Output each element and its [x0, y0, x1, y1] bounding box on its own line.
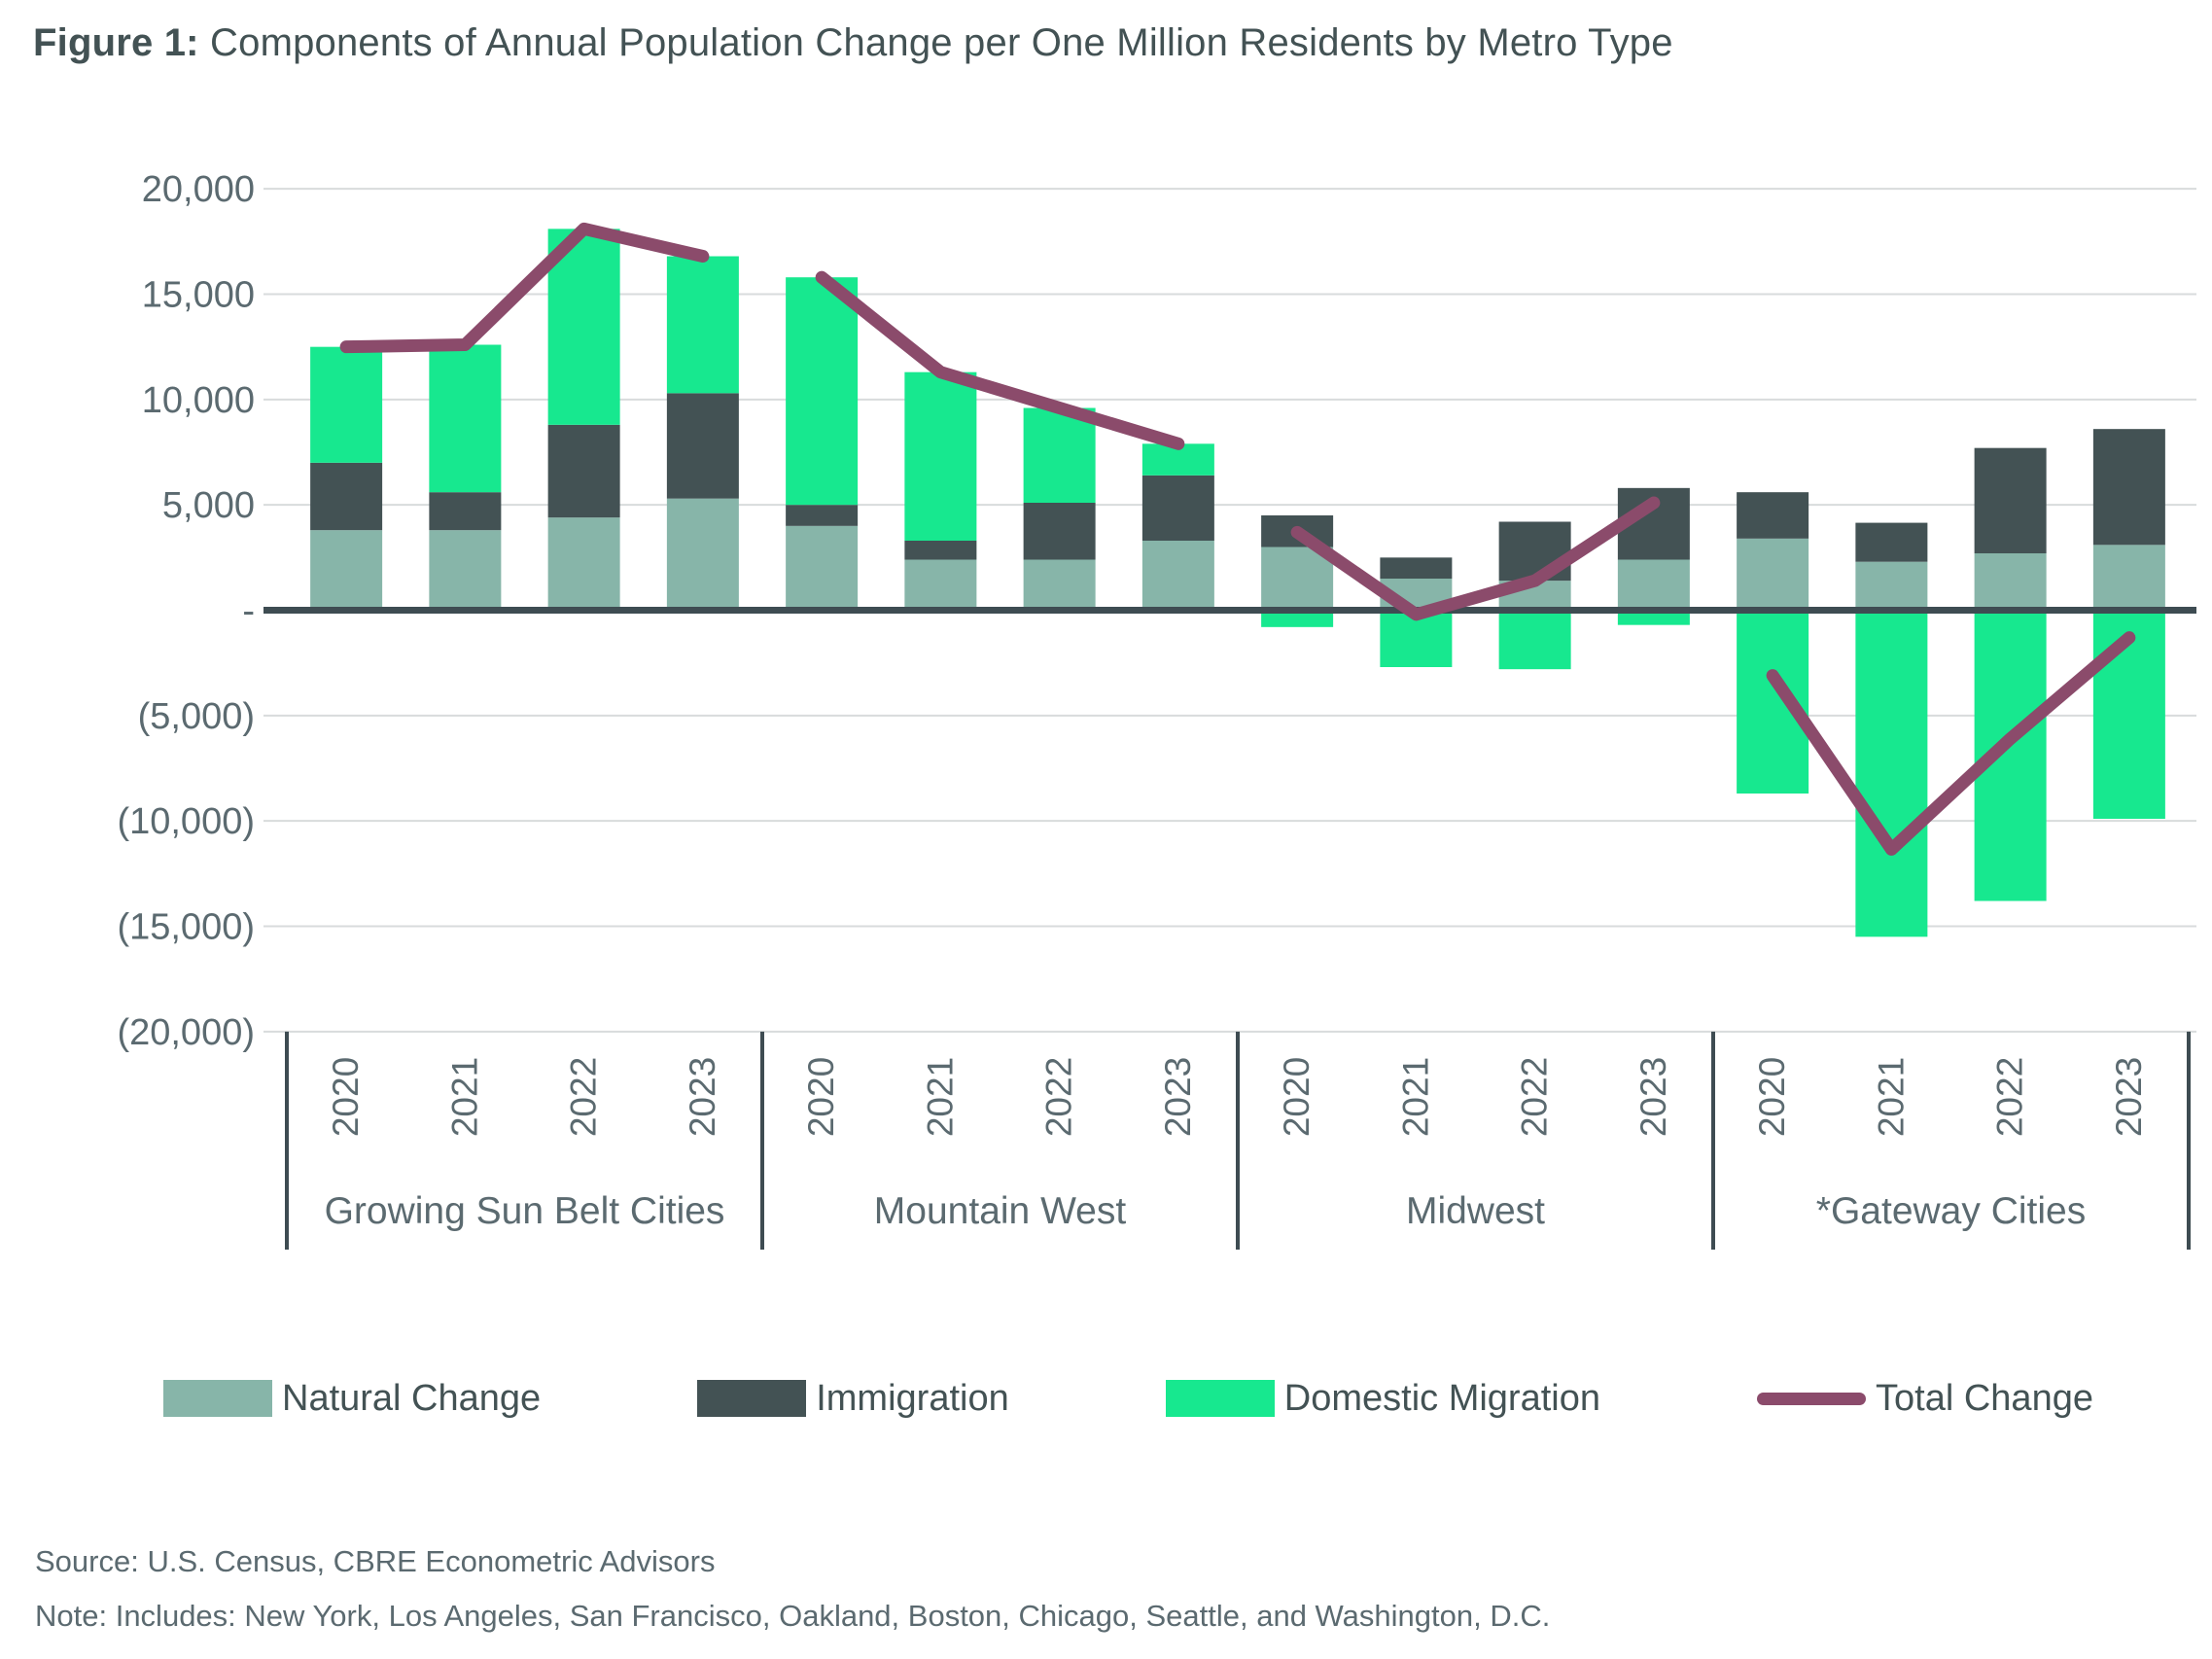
bar-segment-immigration [786, 505, 859, 526]
bar-segment-domestic-migration [1261, 610, 1334, 627]
bar-segment-domestic-migration [666, 256, 739, 394]
year-label: 2021 [444, 1057, 484, 1137]
chart-canvas: 20,000 15,000 10,000 5,000 - (5,000) (10,000) (… [117, 169, 2196, 1250]
legend-item-natural-change: Natural Change [163, 1378, 541, 1420]
y-tick-label: (10,000) [117, 801, 255, 842]
year-label: 2021 [1871, 1057, 1911, 1137]
bar-segment-immigration [547, 424, 620, 518]
bar-segment-natural-change [904, 559, 977, 611]
bar-segment-natural-change [1023, 559, 1096, 611]
bar-segment-natural-change [2092, 545, 2165, 611]
bar-segment-natural-change [429, 530, 502, 611]
year-label: 2020 [801, 1057, 841, 1137]
footer-notes: Source: U.S. Census, CBRE Econometric Ad… [35, 1535, 1550, 1644]
figure-title: Figure 1: Components of Annual Populatio… [33, 21, 1673, 65]
bar-segment-immigration [1380, 557, 1453, 580]
y-tick-label: (15,000) [117, 906, 255, 947]
domestic-migration-swatch-icon [1165, 1380, 1275, 1417]
year-label: 2023 [683, 1057, 722, 1137]
bar-segment-domestic-migration [429, 344, 502, 493]
bar-segment-natural-change [786, 525, 859, 611]
figure-number: Figure 1: [33, 21, 199, 64]
legend-label: Immigration [816, 1377, 1009, 1419]
group-label: *Gateway Cities [1816, 1190, 2086, 1232]
year-label: 2022 [1039, 1057, 1079, 1137]
year-label: 2022 [1990, 1057, 2030, 1137]
bar-segment-domestic-migration [1617, 610, 1690, 625]
bar-segment-domestic-migration [547, 229, 620, 425]
bar-segment-immigration [1737, 492, 1809, 539]
bar-segment-natural-change [547, 517, 620, 611]
year-label: 2023 [2109, 1057, 2149, 1137]
legend-label: Total Change [1876, 1377, 2093, 1419]
bar-segment-immigration [666, 393, 739, 499]
bar-segment-immigration [2092, 429, 2165, 546]
bar-segment-natural-change [1141, 541, 1214, 611]
bar-segment-domestic-migration [786, 277, 859, 506]
bar-segment-immigration [1141, 475, 1214, 542]
bar-segment-immigration [1855, 522, 1928, 562]
total-change-line-swatch-icon [1757, 1392, 1867, 1405]
year-label: 2021 [920, 1057, 960, 1137]
y-tick-label: 5,000 [162, 485, 255, 526]
bar-segment-immigration [904, 541, 977, 560]
y-tick-label: - [242, 591, 255, 632]
bar-segment-natural-change [666, 498, 739, 611]
natural-change-swatch-icon [163, 1380, 272, 1417]
y-tick-label: (5,000) [138, 696, 255, 737]
total-change-line [339, 222, 710, 354]
bar-segment-natural-change [1855, 561, 1928, 611]
year-label: 2022 [1515, 1057, 1555, 1137]
bar-segment-immigration [1023, 503, 1096, 560]
group-label: Midwest [1406, 1190, 1545, 1232]
bar-segment-immigration [429, 492, 502, 531]
legend-item-total-change: Total Change [1757, 1378, 2093, 1420]
total-change-line [815, 270, 1185, 450]
bar-segment-natural-change [310, 530, 383, 611]
bar-segment-immigration [1974, 447, 2047, 554]
bar-segment-natural-change [1974, 553, 2047, 611]
year-label: 2020 [1277, 1057, 1317, 1137]
legend-label: Natural Change [282, 1377, 542, 1419]
group-label: Growing Sun Belt Cities [325, 1190, 725, 1232]
bar-segment-domestic-migration [310, 346, 383, 463]
bar-segment-domestic-migration [1855, 610, 1928, 937]
bar-segment-natural-change [1617, 559, 1690, 611]
year-label: 2023 [1633, 1057, 1673, 1137]
year-label: 2021 [1395, 1057, 1435, 1137]
total-change-line [1290, 496, 1661, 621]
bar-segment-immigration [1498, 521, 1571, 582]
legend-item-immigration: Immigration [697, 1378, 1009, 1420]
y-tick-label: (20,000) [117, 1012, 255, 1053]
population-change-chart: 20,000 15,000 10,000 5,000 - (5,000) (10,000) (… [0, 78, 2212, 1371]
group-label: Mountain West [874, 1190, 1127, 1232]
bar-segment-immigration [310, 462, 383, 531]
year-label: 2020 [1752, 1057, 1792, 1137]
y-tick-label: 15,000 [142, 275, 255, 316]
total-change-line [1766, 631, 2136, 856]
year-label: 2020 [326, 1057, 366, 1137]
y-tick-label: 10,000 [142, 380, 255, 421]
immigration-swatch-icon [697, 1380, 807, 1417]
legend-item-domestic-migration: Domestic Migration [1165, 1377, 1600, 1420]
bar-segment-natural-change [1261, 547, 1334, 611]
year-label: 2023 [1158, 1057, 1198, 1137]
bar-segment-natural-change [1737, 538, 1809, 611]
y-tick-label: 20,000 [142, 169, 255, 210]
legend-label: Domestic Migration [1283, 1377, 1600, 1419]
year-label: 2022 [564, 1057, 604, 1137]
legend: Natural Change Immigration Domestic Migr… [163, 1369, 2093, 1428]
bar-segment-domestic-migration [1498, 610, 1571, 670]
source-line: Source: U.S. Census, CBRE Econometric Ad… [35, 1544, 716, 1578]
bar-segment-domestic-migration [1023, 407, 1096, 504]
figure-title-text: Components of Annual Population Change p… [198, 21, 1673, 64]
note-line: Note: Includes: New York, Los Angeles, S… [35, 1599, 1551, 1634]
bar-segment-domestic-migration [904, 371, 977, 542]
